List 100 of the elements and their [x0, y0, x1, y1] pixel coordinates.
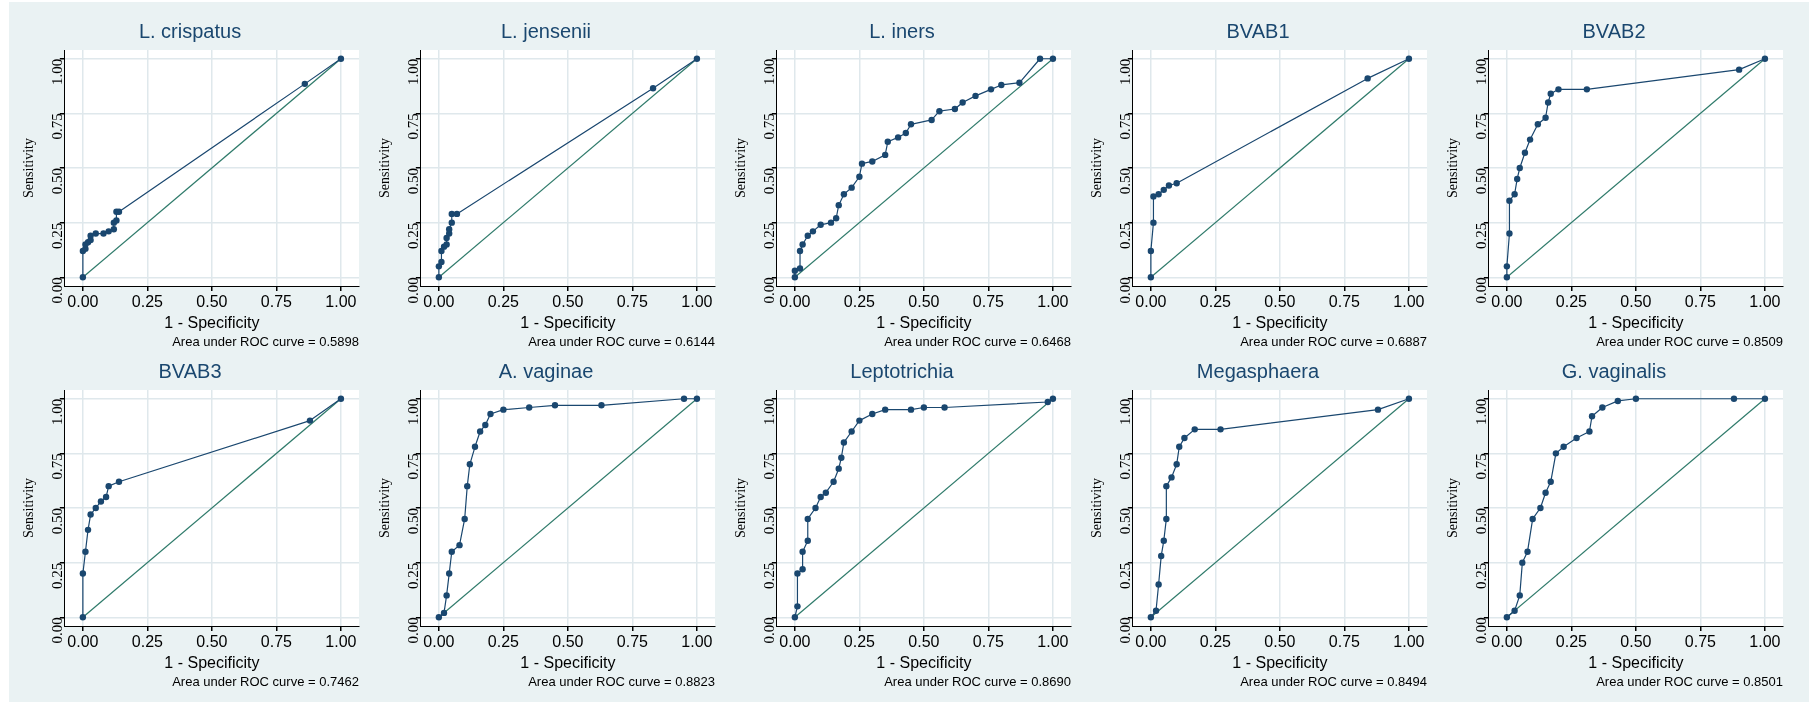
y-axis-title: Sensitivity — [1445, 138, 1461, 198]
x-axis-title: 1 - Specificity — [1232, 314, 1328, 332]
y-tick-label: 0.25 — [404, 222, 421, 249]
y-tick-label: 0.50 — [1116, 168, 1133, 195]
x-axis-title: 1 - Specificity — [520, 314, 616, 332]
x-tick-label: 0.75 — [260, 633, 293, 651]
text: Area under ROC curve = 0.6887 — [1240, 333, 1427, 349]
y-tick-label: 0.75 — [760, 453, 777, 480]
y-tick-label: 0.25 — [1472, 222, 1489, 249]
x-axis-title: 1 - Specificity — [520, 654, 616, 672]
y-tick-label: 0.50 — [48, 508, 65, 535]
chart-title: BVAB3 — [158, 359, 222, 382]
x-tick-label: 0.75 — [972, 633, 1005, 651]
y-tick-label: 1.00 — [48, 398, 65, 425]
y-tick-label: 0.75 — [1116, 113, 1133, 140]
y-tick-label: 1.00 — [48, 58, 65, 85]
x-tick-label: 0.25 — [843, 293, 876, 311]
x-tick-label: 0.25 — [1199, 293, 1232, 311]
y-axis-title: Sensitivity — [377, 478, 393, 538]
x-tick-label: 0.00 — [67, 293, 99, 311]
text: Area under ROC curve = 0.8690 — [884, 673, 1071, 689]
x-axis-title: 1 - Specificity — [1588, 654, 1684, 672]
y-axis-title: Sensitivity — [21, 478, 37, 538]
x-tick-label: 0.50 — [196, 293, 228, 311]
x-tick-label: 1.00 — [325, 293, 357, 311]
y-tick-label: 1.00 — [1116, 398, 1133, 425]
x-tick-label: 1.00 — [325, 633, 357, 651]
x-axis-title: 1 - Specificity — [876, 654, 972, 672]
text: Area under ROC curve = 0.8509 — [1596, 333, 1783, 349]
x-axis-title: 1 - Specificity — [164, 654, 260, 672]
y-tick-label: 1.00 — [1472, 58, 1489, 85]
x-tick-label: 0.25 — [1199, 633, 1232, 651]
y-tick-label: 0.50 — [760, 168, 777, 195]
y-tick-label: 0.75 — [1116, 453, 1133, 480]
x-tick-label: 0.25 — [487, 293, 520, 311]
x-tick-label: 0.50 — [1264, 293, 1296, 311]
y-tick-label: 1.00 — [760, 58, 777, 85]
x-tick-label: 0.00 — [1135, 293, 1167, 311]
y-axis-title: Sensitivity — [733, 478, 749, 538]
y-axis-title: Sensitivity — [733, 138, 749, 198]
x-tick-label: 0.50 — [196, 633, 228, 651]
y-tick-label: 0.75 — [760, 113, 777, 140]
y-tick-label: 0.25 — [48, 222, 65, 249]
text: Area under ROC curve = 0.8494 — [1240, 673, 1427, 689]
x-tick-label: 1.00 — [1749, 293, 1781, 311]
y-tick-label: 0.25 — [760, 562, 777, 589]
chart-title: L. iners — [869, 19, 935, 42]
x-tick-label: 0.75 — [616, 293, 649, 311]
y-tick-label: 0.75 — [404, 453, 421, 480]
chart-title: BVAB1 — [1226, 19, 1290, 42]
y-tick-label: 1.00 — [404, 58, 421, 85]
x-axis-title: 1 - Specificity — [1232, 654, 1328, 672]
y-tick-label: 0.50 — [1116, 508, 1133, 535]
x-tick-label: 0.75 — [1328, 633, 1361, 651]
y-tick-label: 1.00 — [404, 398, 421, 425]
x-tick-label: 1.00 — [681, 633, 713, 651]
y-tick-label: 0.50 — [1472, 508, 1489, 535]
x-axis-title: 1 - Specificity — [164, 314, 260, 332]
y-tick-label: 0.75 — [404, 113, 421, 140]
y-tick-label: 0.25 — [48, 562, 65, 589]
x-tick-label: 0.75 — [972, 293, 1005, 311]
y-tick-label: 0.50 — [404, 168, 421, 195]
y-tick-label: 0.50 — [404, 508, 421, 535]
text: Area under ROC curve = 0.8501 — [1596, 673, 1783, 689]
x-tick-label: 0.00 — [423, 633, 455, 651]
x-axis-title: 1 - Specificity — [876, 314, 972, 332]
x-tick-label: 0.50 — [1620, 293, 1652, 311]
chart-title: Leptotrichia — [850, 359, 955, 382]
x-tick-label: 0.25 — [487, 633, 520, 651]
y-tick-label: 0.25 — [404, 562, 421, 589]
x-tick-label: 1.00 — [1037, 293, 1069, 311]
y-tick-label: 0.50 — [48, 168, 65, 195]
x-tick-label: 0.25 — [131, 633, 164, 651]
x-tick-label: 0.25 — [131, 293, 164, 311]
x-tick-label: 0.50 — [1264, 633, 1296, 651]
x-tick-label: 0.75 — [1328, 293, 1361, 311]
x-tick-label: 0.25 — [843, 633, 876, 651]
y-axis-title: Sensitivity — [377, 138, 393, 198]
x-tick-label: 0.00 — [1491, 633, 1523, 651]
chart-title: A. vaginae — [498, 359, 594, 382]
chart-title: BVAB2 — [1582, 19, 1646, 42]
x-tick-label: 0.00 — [1135, 633, 1167, 651]
x-axis-title: 1 - Specificity — [1588, 314, 1684, 332]
y-tick-label: 0.25 — [1116, 222, 1133, 249]
text: Area under ROC curve = 0.6144 — [528, 333, 715, 349]
x-tick-label: 0.75 — [616, 633, 649, 651]
x-tick-label: 1.00 — [1393, 633, 1425, 651]
y-tick-label: 0.25 — [1116, 562, 1133, 589]
y-tick-label: 0.75 — [48, 113, 65, 140]
x-tick-label: 0.75 — [1684, 633, 1717, 651]
x-tick-label: 1.00 — [681, 293, 713, 311]
chart-title: Megasphaera — [1196, 359, 1321, 382]
y-axis-title: Sensitivity — [1445, 478, 1461, 538]
x-tick-label: 0.00 — [423, 293, 455, 311]
y-axis-title: Sensitivity — [1089, 138, 1105, 198]
x-tick-label: 0.75 — [260, 293, 293, 311]
chart-title: L. crispatus — [138, 19, 242, 42]
x-tick-label: 0.25 — [1555, 293, 1588, 311]
text: Area under ROC curve = 0.7462 — [172, 673, 359, 689]
text: Area under ROC curve = 0.8823 — [528, 673, 715, 689]
